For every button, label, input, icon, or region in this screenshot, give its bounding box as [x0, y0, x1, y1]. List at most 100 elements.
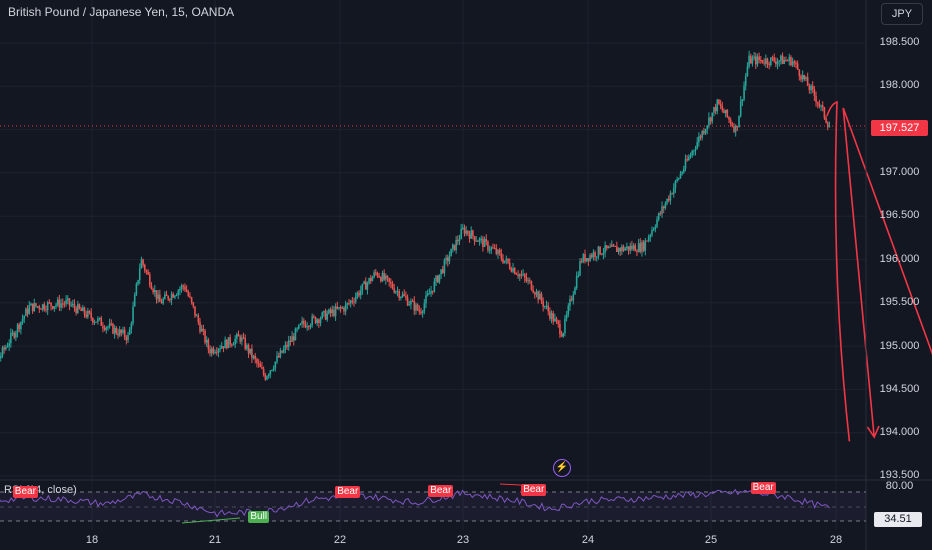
candle-body — [212, 348, 215, 353]
candle-body — [152, 289, 154, 293]
candle-body — [130, 323, 133, 329]
candle-body — [289, 340, 292, 342]
candle-body — [333, 309, 335, 316]
candle-body — [664, 203, 667, 208]
candle-body — [75, 308, 77, 314]
candle-body — [708, 117, 710, 126]
candle-body — [364, 281, 367, 290]
candle-body — [549, 311, 551, 319]
candle-body — [316, 319, 318, 324]
candle-body — [85, 314, 87, 318]
candle-body — [344, 304, 347, 312]
candle-body — [122, 329, 124, 333]
candle-body — [753, 56, 755, 59]
candle-body — [20, 321, 22, 330]
candle-body — [207, 339, 210, 350]
bull-divergence-line — [181, 517, 241, 524]
candle-body — [324, 310, 327, 320]
candle-body — [572, 294, 575, 301]
currency-button[interactable]: JPY — [881, 3, 923, 25]
candle-body — [744, 75, 747, 86]
candle-body — [123, 329, 126, 338]
candle-body — [241, 337, 243, 342]
rsi-line — [0, 488, 830, 518]
candle-body — [823, 107, 826, 118]
candle-body — [246, 344, 248, 349]
candle-body — [475, 240, 478, 242]
candle-body — [132, 306, 134, 324]
candle-body — [120, 329, 123, 333]
candle-body — [530, 281, 533, 290]
candle-body — [517, 274, 519, 277]
candle-body — [728, 116, 730, 120]
candle-body — [323, 310, 325, 313]
candle-body — [739, 101, 742, 116]
candle-body — [676, 179, 678, 181]
candle-body — [187, 291, 190, 296]
candle-body — [815, 96, 817, 103]
candle-body — [43, 304, 46, 310]
candle-body — [604, 245, 606, 253]
time-tick: 22 — [333, 534, 347, 546]
candle-body — [820, 105, 822, 107]
candle-body — [110, 323, 113, 325]
candle-body — [641, 242, 643, 252]
lightning-icon[interactable]: ⚡ — [553, 459, 571, 477]
candle-body — [261, 367, 263, 369]
candle-body — [155, 290, 158, 300]
candle-body — [415, 304, 417, 311]
candle-body — [637, 243, 640, 253]
candle-body — [798, 69, 801, 77]
candle-body — [467, 230, 469, 234]
current-price-tag: 197.527 — [871, 120, 928, 136]
candle-body — [393, 288, 395, 293]
candle-body — [83, 307, 86, 315]
candle-body — [741, 99, 744, 102]
candle-body — [800, 76, 802, 80]
candle-body — [523, 274, 526, 278]
time-tick: 23 — [456, 534, 470, 546]
candle-body — [319, 318, 322, 323]
candle-body — [175, 294, 178, 296]
candle-body — [773, 57, 775, 62]
candle-body — [80, 308, 82, 312]
candle-body — [555, 318, 558, 321]
candle-body — [806, 77, 809, 86]
candle-body — [204, 330, 206, 343]
bull-tag: Bull — [248, 511, 270, 524]
candle-body — [100, 317, 103, 326]
candle-body — [341, 307, 344, 309]
candle-body — [723, 110, 725, 114]
candle-body — [281, 350, 283, 353]
candle-body — [420, 311, 422, 314]
candle-body — [308, 326, 310, 328]
time-tick: 25 — [704, 534, 718, 546]
candle-body — [758, 56, 760, 60]
candle-body — [557, 320, 560, 324]
candle-body — [570, 299, 573, 301]
candle-body — [159, 294, 161, 302]
candle-body — [28, 305, 31, 314]
candle-body — [63, 303, 66, 305]
candle-body — [299, 323, 302, 325]
candle-body — [182, 285, 185, 287]
candle-body — [219, 348, 221, 350]
candle-body — [286, 344, 288, 348]
candle-body — [170, 294, 173, 301]
candle-body — [279, 350, 282, 358]
candle-body — [277, 355, 280, 358]
instrument-title[interactable]: British Pound / Japanese Yen, 15, OANDA — [8, 5, 235, 19]
candle-body — [810, 85, 812, 91]
candle-body — [545, 305, 548, 307]
candle-body — [190, 297, 193, 303]
price-tick: 197.000 — [879, 166, 920, 178]
candle-body — [200, 328, 203, 332]
candle-body — [585, 258, 588, 262]
candle-body — [682, 168, 685, 173]
candle-body — [490, 247, 493, 251]
candle-body — [373, 272, 375, 278]
candle-body — [622, 246, 625, 251]
candle-body — [483, 239, 486, 247]
candle-body — [760, 59, 762, 61]
